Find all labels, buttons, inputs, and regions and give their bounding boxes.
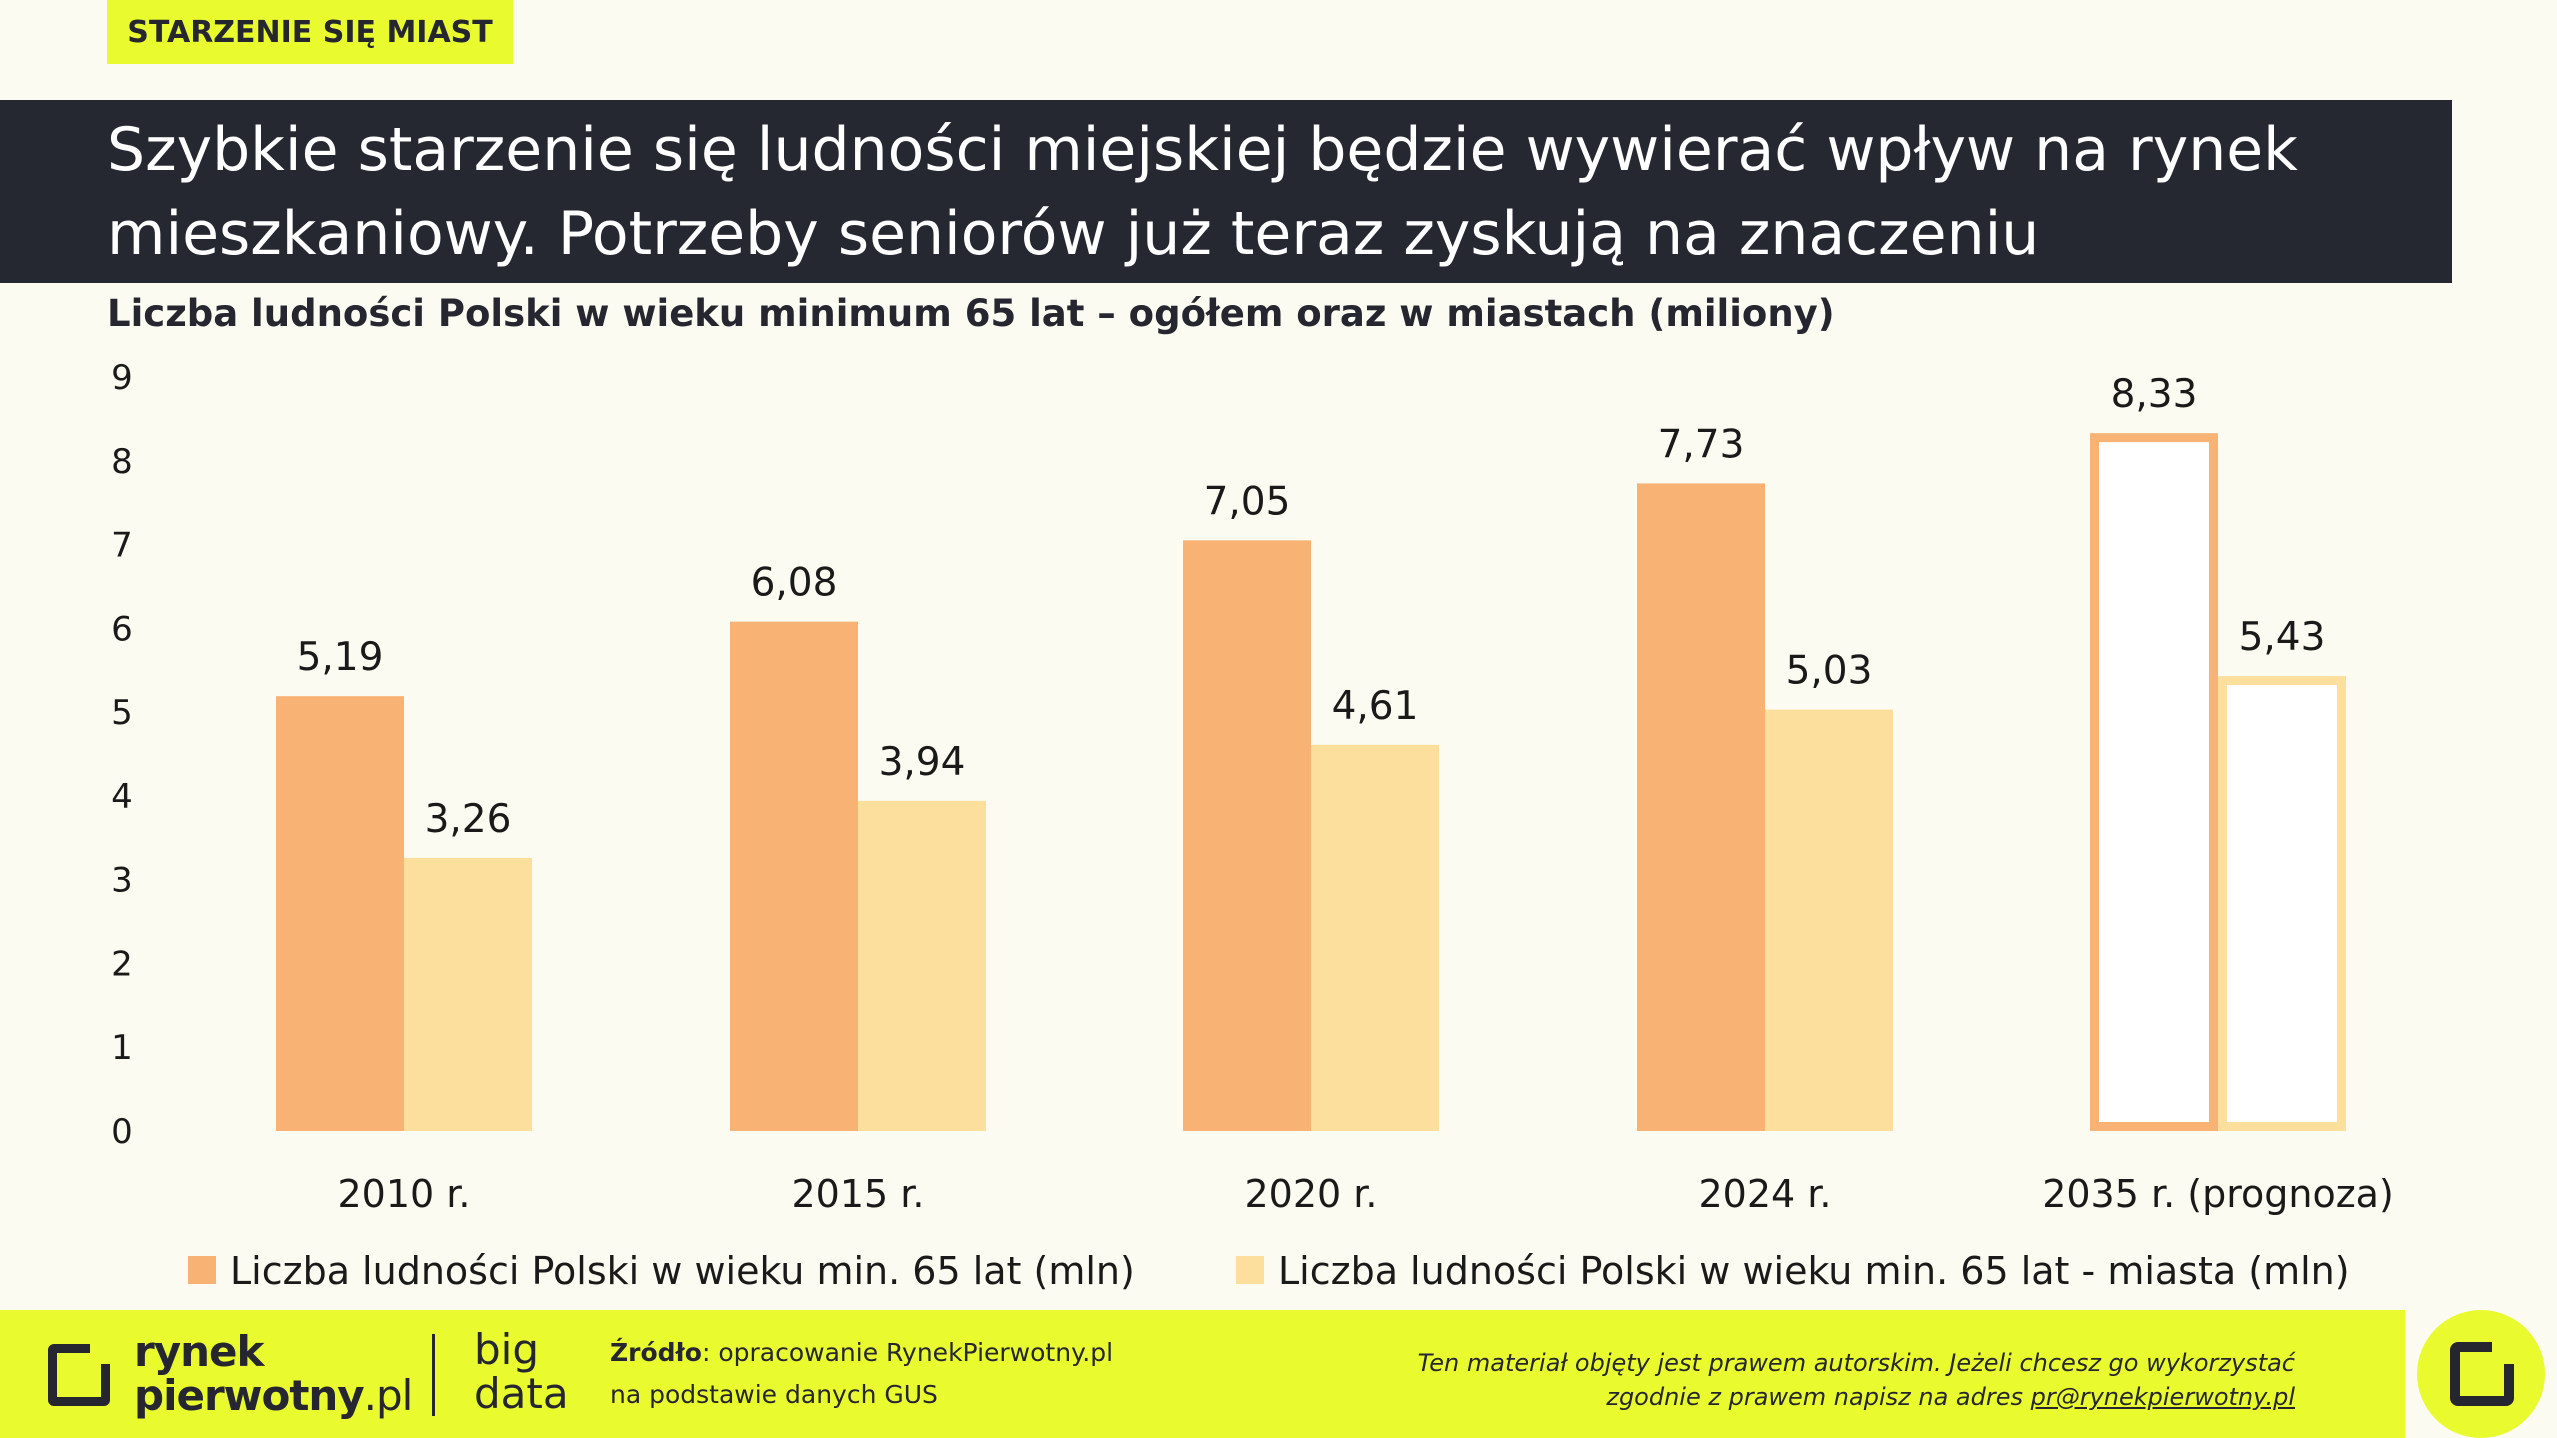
y-tick-label: 9 [111,358,133,398]
logo-line-1: rynek [134,1327,264,1376]
y-tick-label: 0 [111,1112,133,1152]
rynekpierwotny-logo-icon [48,1344,110,1406]
bar [1311,744,1439,1131]
bar-value-label: 3,26 [425,797,512,842]
copyright-note: Ten materiał objęty jest prawem autorski… [1418,1346,2295,1414]
source-label: Źródło [610,1338,702,1367]
bar-value-label: 5,03 [1786,649,1873,694]
bar-value-label: 3,94 [879,740,966,785]
bar-value-label: 6,08 [751,561,838,606]
x-tick-label: 2024 r. [1699,1172,1832,1216]
bar-value-label: 5,19 [297,635,384,680]
legend-swatch [188,1256,216,1284]
logo-suffix: .pl [363,1371,414,1420]
footer: rynek pierwotny.pl big data Źródło: opra… [0,1310,2405,1438]
x-tick-label: 2010 r. [338,1172,471,1216]
bar [858,800,986,1131]
y-tick-label: 7 [111,526,133,566]
y-tick-label: 3 [111,861,133,901]
headline: Szybkie starzenie się ludności miejskiej… [0,100,2452,283]
y-tick-label: 6 [111,609,133,649]
bar-value-label: 8,33 [2111,372,2198,417]
bar [730,621,858,1131]
bar [1637,483,1765,1131]
bar-value-label: 5,43 [2239,615,2326,660]
chart-title: Liczba ludności Polski w wieku minimum 6… [107,292,1835,335]
y-tick-label: 1 [111,1028,133,1068]
x-tick-label: 2035 r. (prognoza) [2042,1172,2394,1216]
rynekpierwotny-logo: rynek pierwotny.pl [134,1327,414,1420]
bar-forecast [2218,676,2346,1131]
headline-line-2: mieszkaniowy. Potrzeby seniorów już tera… [107,199,2040,269]
source-line-1: : opracowanie RynekPierwotny.pl [701,1338,1114,1367]
copyright-line-2: zgodnie z prawem napisz na adres [1606,1383,2031,1411]
bar [1765,709,1893,1131]
bar [404,857,532,1131]
corner-logo-badge [2417,1310,2545,1438]
bigdata-logo: big data [474,1328,569,1416]
legend-label: Liczba ludności Polski w wieku min. 65 l… [230,1249,1135,1293]
x-tick-label: 2020 r. [1245,1172,1378,1216]
copyright-email-link[interactable]: pr@rynekpierwotny.pl [2030,1383,2295,1411]
bar [1183,540,1311,1131]
legend-swatch [1236,1256,1264,1284]
y-axis: 0 1 2 3 4 5 6 7 8 9 [111,358,133,1152]
legend: Liczba ludności Polski w wieku min. 65 l… [188,1249,2350,1293]
corner-logo-icon [2450,1342,2514,1406]
source-line-2: na podstawie danych GUS [610,1380,938,1409]
bars: 5,19 3,26 6,08 3,94 7,05 4,61 7,73 5,03 8,33 5,43 [276,372,2346,1131]
logo-line-2: pierwotny [134,1371,365,1420]
bigdata-line-1: big [474,1325,539,1374]
y-tick-label: 4 [111,777,133,817]
bar-value-label: 4,61 [1332,684,1419,729]
bar [276,696,404,1131]
headline-line-1: Szybkie starzenie się ludności miejskiej… [107,115,2298,185]
y-tick-label: 8 [111,442,133,482]
source-note: Źródło: opracowanie RynekPierwotny.pl na… [610,1332,1113,1416]
bar-value-label: 7,05 [1204,479,1291,524]
y-tick-label: 2 [111,944,133,984]
y-tick-label: 5 [111,693,133,733]
logo-divider [432,1334,435,1416]
bar-value-label: 7,73 [1658,422,1745,467]
legend-label: Liczba ludności Polski w wieku min. 65 l… [1278,1249,2350,1293]
x-axis: 2010 r. 2015 r. 2020 r. 2024 r. 2035 r. (pro… [338,1172,2394,1216]
bigdata-line-2: data [474,1369,569,1418]
x-tick-label: 2015 r. [792,1172,925,1216]
bar-forecast [2090,433,2218,1131]
copyright-line-1: Ten materiał objęty jest prawem autorski… [1417,1349,2295,1377]
section-tag: STARZENIE SIĘ MIAST [107,0,513,64]
